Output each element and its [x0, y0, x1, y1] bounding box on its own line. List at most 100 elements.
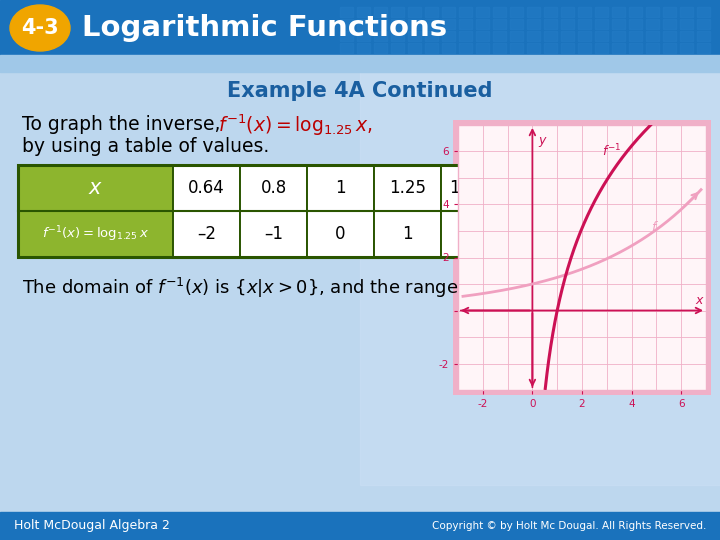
Bar — [544, 31, 557, 41]
Bar — [476, 31, 489, 41]
Bar — [663, 19, 676, 29]
Bar — [0, 0, 720, 55]
Bar — [340, 19, 353, 29]
Bar — [408, 7, 421, 17]
Text: 2: 2 — [473, 225, 484, 243]
Bar — [374, 211, 441, 257]
Bar — [612, 7, 625, 17]
Bar — [697, 7, 710, 17]
Bar — [357, 31, 370, 41]
Bar — [544, 19, 557, 29]
Bar — [680, 19, 693, 29]
Text: The domain of $f^{-1}(x)$ is $\{x|x > 0\}$, and the range is $\mathbb{R}$.: The domain of $f^{-1}(x)$ is $\{x|x > 0\… — [22, 276, 501, 300]
Text: 4-3: 4-3 — [21, 18, 59, 38]
Bar — [544, 7, 557, 17]
Bar — [527, 31, 540, 41]
Bar — [544, 43, 557, 53]
Bar — [493, 31, 506, 41]
Bar — [629, 31, 642, 41]
Bar — [561, 31, 574, 41]
Bar — [578, 31, 591, 41]
Text: Copyright © by Holt Mc Dougal. All Rights Reserved.: Copyright © by Holt Mc Dougal. All Right… — [431, 521, 706, 531]
Bar — [357, 43, 370, 53]
Bar — [561, 19, 574, 29]
Bar — [459, 31, 472, 41]
Bar — [629, 7, 642, 17]
Bar — [442, 43, 455, 53]
Bar — [476, 19, 489, 29]
Bar — [561, 43, 574, 53]
Bar — [391, 31, 404, 41]
Bar — [612, 43, 625, 53]
Text: 1: 1 — [402, 225, 413, 243]
Bar — [408, 19, 421, 29]
Text: y: y — [539, 133, 546, 146]
Bar — [441, 165, 516, 211]
Bar — [0, 512, 720, 540]
Bar — [476, 7, 489, 17]
Bar — [629, 19, 642, 29]
Bar — [510, 43, 523, 53]
Text: 0.8: 0.8 — [261, 179, 287, 197]
Bar — [374, 19, 387, 29]
Bar — [476, 43, 489, 53]
Bar — [374, 165, 441, 211]
Bar — [595, 19, 608, 29]
Text: –2: –2 — [197, 225, 216, 243]
Bar — [646, 31, 659, 41]
Bar — [493, 7, 506, 17]
Text: $f^{-1}(x) = \log_{1.25}x$: $f^{-1}(x) = \log_{1.25}x$ — [42, 224, 149, 244]
Bar — [425, 7, 438, 17]
Bar — [595, 43, 608, 53]
Bar — [391, 7, 404, 17]
Text: Example 4A Continued: Example 4A Continued — [228, 81, 492, 101]
Bar — [527, 43, 540, 53]
Bar — [173, 165, 240, 211]
Bar — [493, 19, 506, 29]
Bar — [612, 31, 625, 41]
Bar — [663, 43, 676, 53]
Bar — [527, 7, 540, 17]
Bar — [578, 19, 591, 29]
Bar — [459, 19, 472, 29]
Text: by using a table of values.: by using a table of values. — [22, 138, 269, 157]
Text: x: x — [695, 294, 702, 307]
Bar — [374, 7, 387, 17]
Bar — [307, 211, 374, 257]
Text: 0: 0 — [336, 225, 346, 243]
Bar — [340, 31, 353, 41]
Bar — [360, 25, 720, 485]
Text: Logarithmic Functions: Logarithmic Functions — [82, 14, 447, 42]
Bar — [240, 165, 307, 211]
Bar — [340, 43, 353, 53]
Bar — [459, 43, 472, 53]
Text: Holt McDougal Algebra 2: Holt McDougal Algebra 2 — [14, 519, 170, 532]
Text: $f^{-1}$: $f^{-1}$ — [602, 143, 621, 160]
Bar — [357, 7, 370, 17]
Bar — [680, 31, 693, 41]
Bar — [18, 211, 173, 257]
Bar — [646, 7, 659, 17]
Bar — [629, 43, 642, 53]
Bar — [425, 43, 438, 53]
Bar — [442, 31, 455, 41]
Bar — [646, 19, 659, 29]
Text: 1.5625: 1.5625 — [449, 179, 508, 197]
Text: 0.64: 0.64 — [188, 179, 225, 197]
Bar — [510, 7, 523, 17]
Bar — [578, 7, 591, 17]
Bar — [612, 19, 625, 29]
Bar — [697, 43, 710, 53]
Bar — [697, 31, 710, 41]
Bar — [646, 43, 659, 53]
Bar — [18, 165, 516, 257]
Bar — [595, 31, 608, 41]
Bar — [0, 55, 720, 72]
Bar — [173, 211, 240, 257]
Bar — [18, 165, 173, 211]
Ellipse shape — [10, 5, 70, 51]
Bar — [510, 19, 523, 29]
Bar — [697, 19, 710, 29]
Bar — [408, 43, 421, 53]
Bar — [595, 7, 608, 17]
